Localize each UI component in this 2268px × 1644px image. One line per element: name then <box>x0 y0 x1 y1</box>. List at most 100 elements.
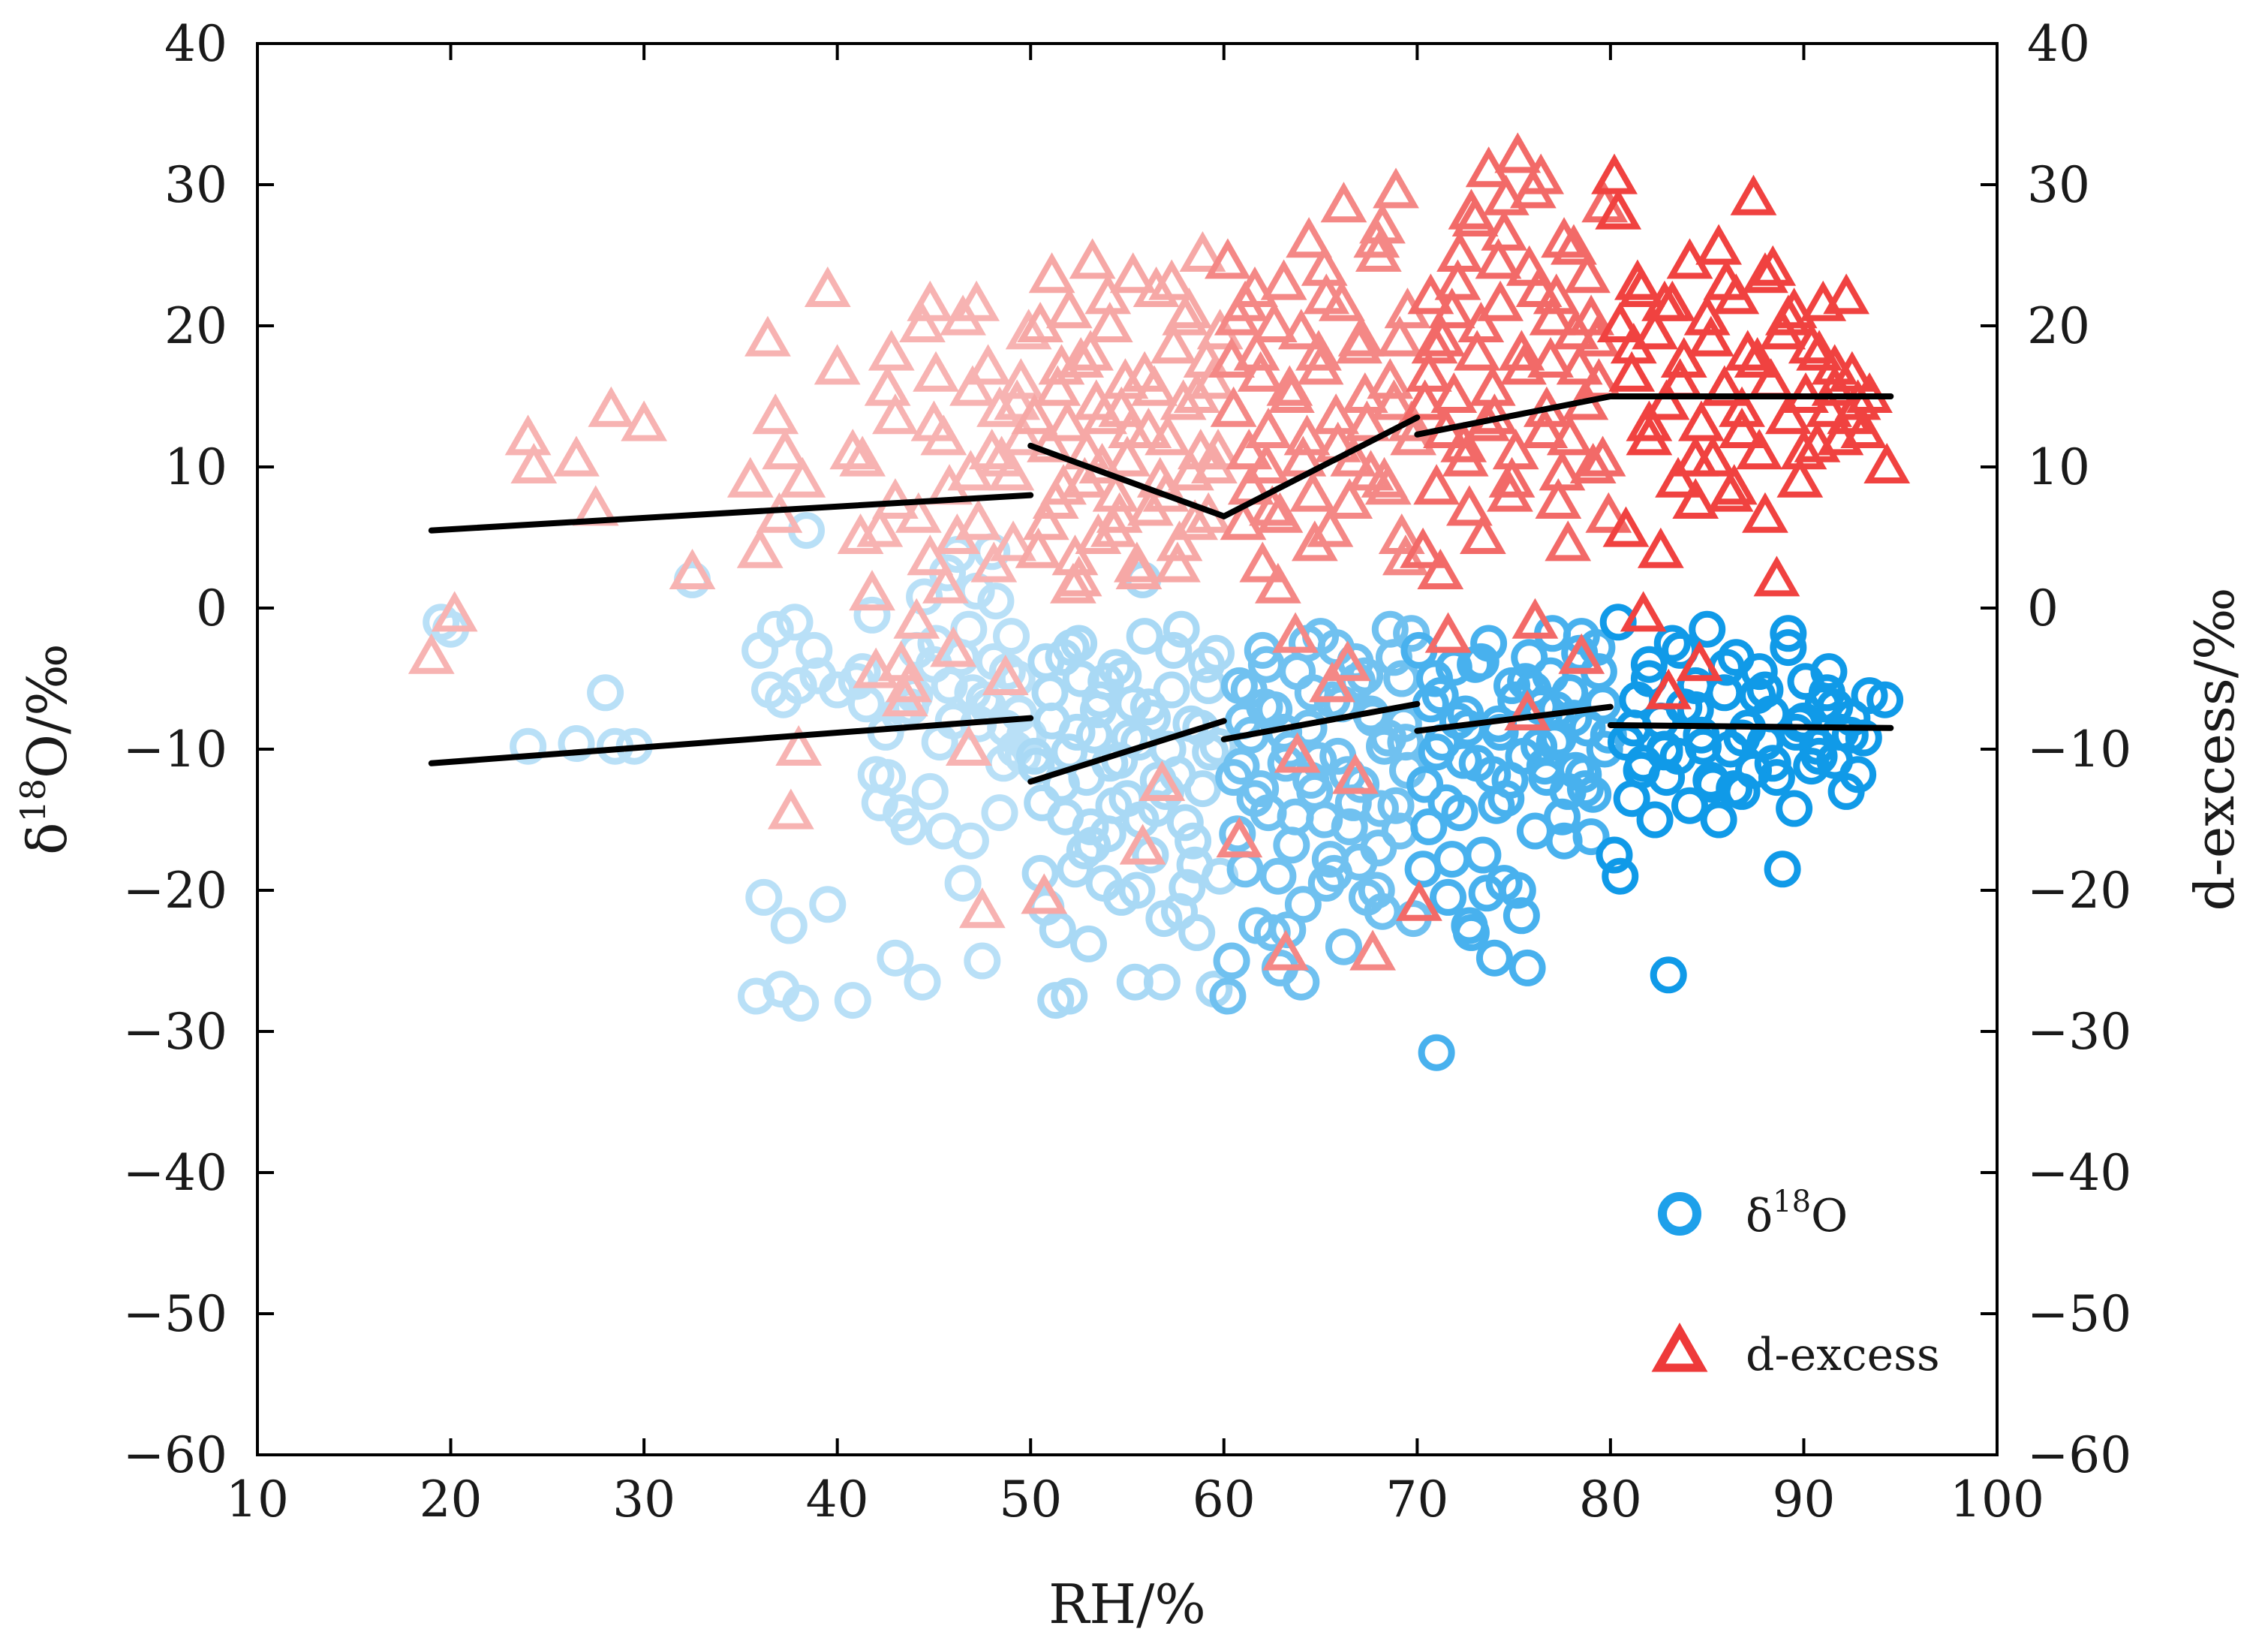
d-excess-point <box>1109 252 1157 294</box>
d-excess-point <box>1620 591 1667 632</box>
delta18o-point <box>1800 737 1838 775</box>
d-excess-point <box>1022 499 1069 540</box>
d-excess-point <box>1434 259 1481 300</box>
delta18o-point <box>1464 836 1502 874</box>
d-excess-point <box>1511 598 1559 639</box>
delta18o-point <box>1169 869 1206 906</box>
delta18o-point <box>1075 716 1113 754</box>
delta18o-point <box>770 907 808 944</box>
d-excess-point <box>1655 456 1701 498</box>
d-excess-point <box>1610 323 1657 364</box>
legend-delta18o-superscript: 18 <box>1773 1185 1811 1219</box>
delta18o-point <box>1316 854 1353 892</box>
d-excess-point <box>829 429 877 470</box>
d-excess-point <box>1260 259 1307 300</box>
d-excess-point <box>1102 358 1149 399</box>
d-excess-point <box>949 365 996 406</box>
d-excess-point <box>1214 294 1261 336</box>
delta18o-point <box>1565 756 1602 793</box>
delta18o-point <box>1153 671 1190 709</box>
y-tick-label-right: 10 <box>2027 438 2090 496</box>
d-excess-point <box>1148 259 1196 300</box>
delta18o-point <box>1416 660 1453 697</box>
delta18o-point <box>1072 808 1109 845</box>
d-excess-point <box>922 562 969 604</box>
d-excess-point <box>1313 393 1360 435</box>
delta18o-point <box>1723 719 1761 757</box>
delta18o-point <box>890 808 928 845</box>
d-excess-point <box>1226 429 1273 470</box>
d-excess-point <box>1736 429 1783 470</box>
delta18o-point <box>1584 685 1622 723</box>
delta18o-point <box>1126 618 1163 655</box>
delta18o-point <box>1630 646 1668 683</box>
d-excess-point <box>1569 442 1617 483</box>
delta18o-point <box>1653 625 1691 662</box>
d-excess-point <box>1430 372 1478 413</box>
delta18o-point <box>1770 615 1807 652</box>
d-excess-point <box>1034 365 1081 406</box>
d-excess-point <box>1645 668 1692 709</box>
delta18o-point <box>1602 857 1639 895</box>
delta18o-point <box>1770 629 1807 667</box>
delta18o-point <box>1387 724 1424 761</box>
d-excess-point <box>1131 365 1178 406</box>
d-excess-point <box>1286 217 1332 258</box>
d-excess-point <box>1239 541 1286 583</box>
x-tick-label: 100 <box>1950 1471 2044 1528</box>
data-layer <box>408 132 1911 1071</box>
d-excess-point <box>1643 379 1690 420</box>
delta18o-point <box>1361 790 1399 827</box>
delta18o-point <box>1242 770 1280 808</box>
d-excess-point <box>1067 330 1114 371</box>
delta18o-point <box>988 653 1026 691</box>
d-excess-point <box>837 513 884 554</box>
fit-line <box>1607 722 1894 731</box>
d-excess-point <box>1753 556 1800 597</box>
delta18o-point <box>1810 653 1848 691</box>
delta18o-point <box>558 725 595 762</box>
y-tick-label-right: −20 <box>2027 862 2131 920</box>
d-excess-point <box>1742 252 1788 294</box>
d-excess-point <box>945 724 992 766</box>
d-excess-point <box>1764 294 1812 336</box>
d-excess-point <box>1424 612 1472 653</box>
d-excess-point <box>1477 280 1524 321</box>
d-excess-point <box>1776 456 1824 498</box>
d-excess-point <box>814 344 861 385</box>
d-excess-point <box>1289 471 1337 512</box>
delta18o-point <box>1777 713 1815 751</box>
delta18o-point <box>952 822 989 860</box>
d-excess-point <box>1195 429 1241 470</box>
delta18o-point <box>944 865 982 902</box>
d-excess-point <box>1205 238 1251 279</box>
delta18o-point <box>1754 745 1791 782</box>
d-excess-point <box>1734 336 1781 378</box>
d-excess-point <box>868 330 915 371</box>
d-excess-point <box>968 429 1015 470</box>
d-excess-point <box>1057 336 1105 378</box>
d-excess-point <box>970 541 1018 583</box>
d-excess-point <box>1564 252 1611 294</box>
d-excess-point <box>1413 464 1460 505</box>
delta18o-point <box>1393 615 1430 652</box>
delta18o-point <box>1118 872 1156 909</box>
d-excess-point <box>1823 273 1869 315</box>
delta18o-point <box>1404 851 1442 888</box>
delta18o-point <box>1364 893 1401 930</box>
d-excess-point <box>976 386 1023 427</box>
d-excess-point <box>1000 414 1046 456</box>
d-excess-point <box>1255 562 1301 604</box>
d-excess-point <box>762 429 809 470</box>
d-excess-point <box>1672 477 1719 519</box>
d-excess-point <box>881 676 928 717</box>
fit-line <box>1027 718 1227 785</box>
delta18o-point <box>1116 963 1154 1001</box>
d-excess-point <box>853 647 900 688</box>
delta18o-point <box>1433 841 1471 878</box>
d-excess-point <box>775 724 823 766</box>
d-excess-point <box>839 435 886 477</box>
delta18o-point <box>1650 956 1687 994</box>
d-excess-point <box>1232 266 1278 307</box>
delta18o-point <box>1037 982 1075 1019</box>
